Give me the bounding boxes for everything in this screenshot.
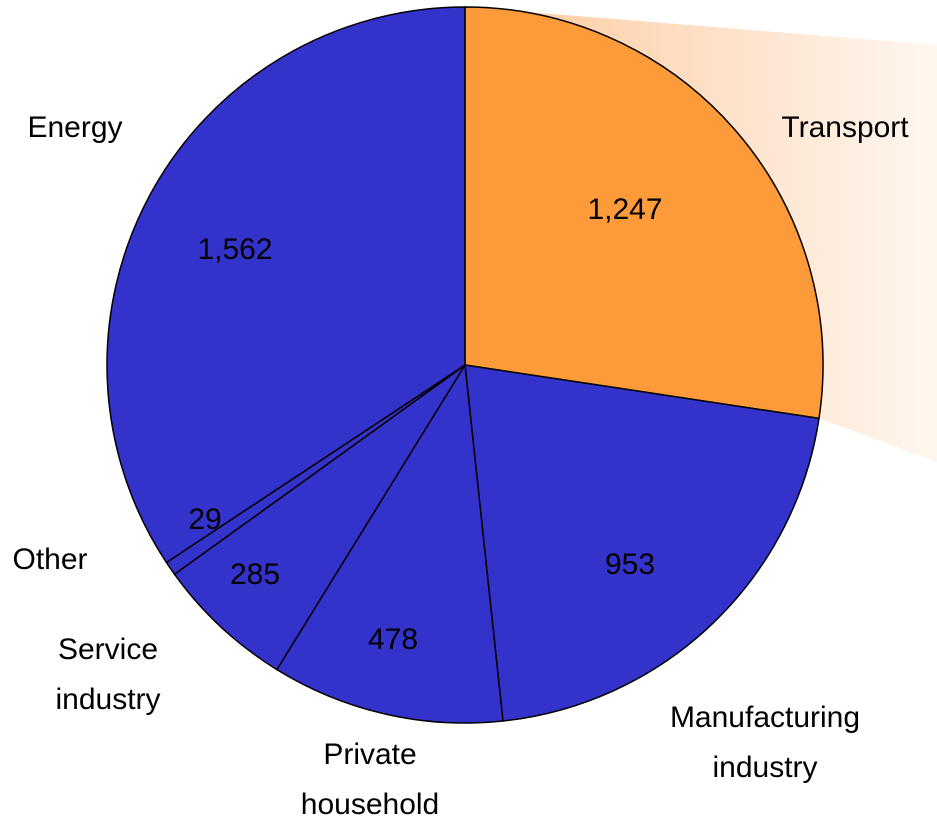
pie-slice [464,6,824,420]
category-label: Transport [781,111,909,144]
value-label: 1,247 [587,193,663,226]
value-label: 953 [604,548,656,581]
value-label: 285 [229,558,281,591]
category-label: Manufacturing industry [669,701,861,784]
pie-slice [275,362,504,724]
value-label: 1,562 [197,233,273,266]
value-label: 478 [367,623,419,656]
category-label: Energy [27,111,123,144]
pie-slice [464,364,820,722]
pie-slice [173,364,466,671]
category-label: Other [12,543,88,576]
category-label: Private household [300,738,440,821]
pie-slice [106,6,466,564]
value-label: 29 [188,503,222,536]
category-label: Service industry [55,633,161,716]
